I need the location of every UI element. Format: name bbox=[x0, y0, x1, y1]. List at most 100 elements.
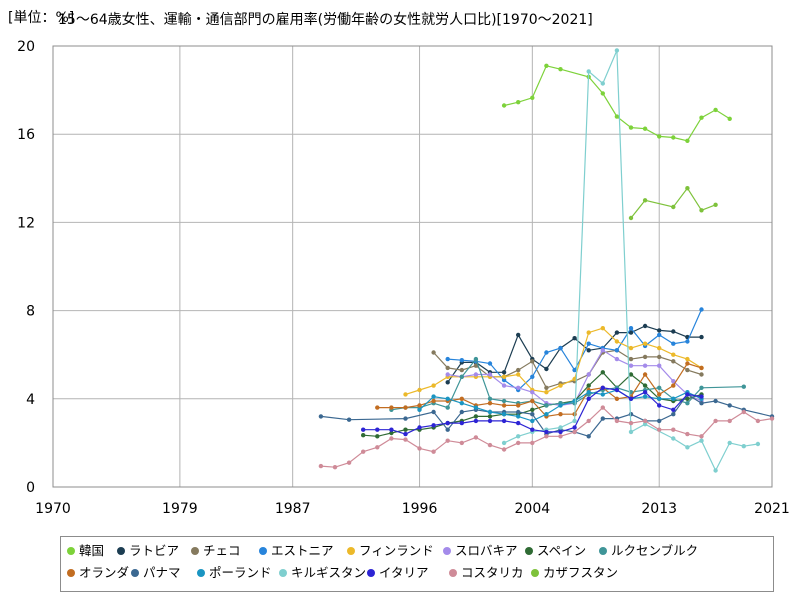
data-point bbox=[530, 390, 535, 395]
data-point bbox=[403, 431, 408, 437]
data-point bbox=[628, 330, 634, 335]
data-point bbox=[741, 384, 746, 389]
legend-marker bbox=[449, 568, 457, 577]
data-point bbox=[558, 403, 563, 408]
legend-label: スロバキア bbox=[455, 543, 518, 558]
data-point bbox=[417, 407, 422, 412]
data-point bbox=[346, 460, 352, 465]
data-point bbox=[501, 383, 507, 388]
data-point bbox=[445, 438, 450, 443]
legend-item: オランダ bbox=[67, 565, 129, 581]
data-point bbox=[431, 383, 436, 388]
data-point bbox=[586, 330, 591, 335]
data-point bbox=[685, 401, 690, 406]
data-point bbox=[417, 425, 422, 430]
legend-label: ルクセンブルク bbox=[611, 543, 699, 558]
data-point bbox=[628, 372, 634, 377]
data-point bbox=[628, 326, 634, 331]
data-point bbox=[445, 356, 450, 362]
data-point bbox=[361, 433, 366, 438]
data-point bbox=[375, 427, 380, 432]
data-point bbox=[628, 420, 634, 426]
data-point bbox=[628, 429, 634, 435]
legend-label: ラトビア bbox=[129, 543, 180, 558]
data-point bbox=[459, 396, 464, 401]
x-tick-label: 1996 bbox=[402, 501, 438, 517]
data-point bbox=[713, 398, 718, 404]
data-point bbox=[459, 420, 464, 426]
legend-label: エストニア bbox=[271, 543, 334, 558]
plot-frame bbox=[52, 45, 773, 488]
data-point bbox=[586, 341, 591, 346]
data-point bbox=[713, 107, 718, 113]
data-point bbox=[614, 330, 620, 335]
data-point bbox=[445, 405, 450, 410]
data-point bbox=[642, 383, 648, 388]
data-point bbox=[671, 352, 676, 357]
data-point bbox=[657, 427, 662, 432]
data-point bbox=[318, 414, 324, 419]
data-point bbox=[487, 401, 493, 406]
data-point bbox=[699, 307, 704, 312]
legend-item: カザフスタン bbox=[531, 565, 618, 581]
data-point bbox=[586, 348, 591, 353]
data-point bbox=[501, 370, 507, 375]
data-point bbox=[544, 429, 549, 435]
data-point bbox=[727, 403, 732, 408]
data-point bbox=[699, 372, 704, 377]
x-tick-label: 2021 bbox=[754, 501, 790, 517]
data-point bbox=[487, 372, 493, 377]
data-point bbox=[501, 440, 507, 446]
data-point bbox=[530, 359, 535, 364]
data-point bbox=[586, 383, 591, 388]
data-point bbox=[628, 345, 634, 351]
data-point bbox=[417, 387, 422, 393]
data-point bbox=[530, 440, 535, 446]
chart-title: 15〜64歳女性、運輸・通信部門の雇用率(労働年齢の女性就労人口比)[1970〜… bbox=[58, 12, 593, 28]
data-point bbox=[375, 445, 380, 450]
legend-marker bbox=[367, 568, 375, 577]
data-point bbox=[614, 114, 620, 119]
data-point bbox=[544, 63, 549, 68]
data-point bbox=[657, 385, 662, 390]
legend: 韓国 ラトビア チェコ エストニア フィンランド スロバキア スペイン ルクセンブルク オランダ… bbox=[60, 536, 774, 592]
data-point bbox=[403, 416, 408, 421]
data-point bbox=[628, 396, 634, 401]
data-point bbox=[727, 418, 732, 424]
data-point bbox=[600, 81, 605, 86]
data-point bbox=[642, 394, 648, 399]
data-point bbox=[671, 427, 676, 432]
data-point bbox=[516, 100, 521, 105]
data-point bbox=[628, 125, 634, 130]
data-point bbox=[530, 407, 535, 412]
data-point bbox=[501, 447, 507, 452]
data-point bbox=[431, 350, 436, 355]
data-point bbox=[516, 385, 521, 390]
data-point bbox=[530, 374, 535, 379]
data-point bbox=[516, 434, 521, 439]
unit-label: [単位：%] bbox=[8, 10, 75, 26]
data-point bbox=[614, 339, 620, 344]
legend-label: イタリア bbox=[379, 565, 429, 580]
data-point bbox=[558, 434, 563, 439]
data-point bbox=[516, 409, 521, 415]
data-point bbox=[685, 138, 690, 143]
data-point bbox=[487, 418, 493, 424]
legend-item: スペイン bbox=[525, 543, 586, 559]
data-point bbox=[671, 329, 676, 334]
data-point bbox=[445, 380, 450, 385]
data-point bbox=[600, 385, 605, 390]
data-point bbox=[657, 418, 662, 424]
data-point bbox=[516, 440, 521, 446]
data-point bbox=[375, 434, 380, 439]
data-point bbox=[459, 440, 464, 446]
data-point bbox=[501, 403, 507, 408]
data-point bbox=[671, 383, 676, 388]
data-point bbox=[642, 363, 648, 368]
data-point bbox=[501, 418, 507, 424]
data-point bbox=[642, 323, 648, 329]
data-point bbox=[614, 418, 620, 424]
data-point bbox=[657, 403, 662, 408]
data-point bbox=[501, 398, 507, 404]
data-point bbox=[572, 398, 577, 404]
